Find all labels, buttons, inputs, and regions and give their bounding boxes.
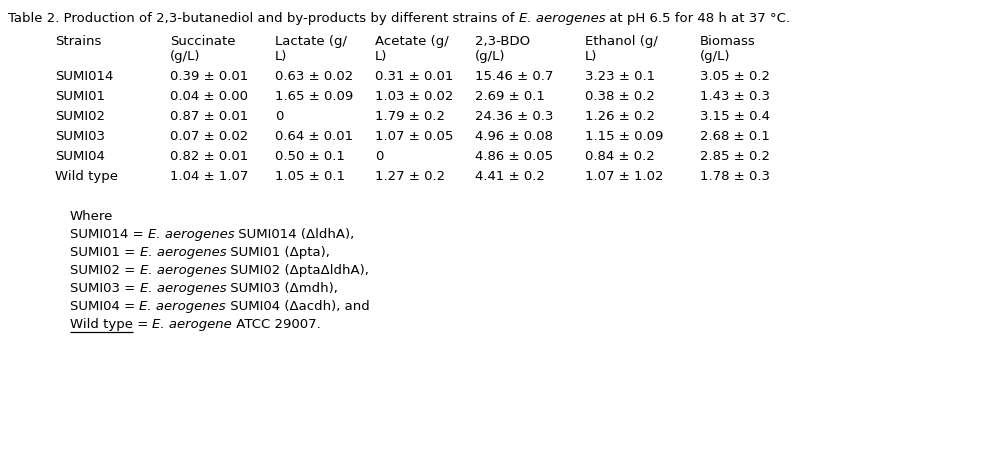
Text: 1.04 ± 1.07: 1.04 ± 1.07 [170,170,249,183]
Text: SUMI014 (ΔldhA),: SUMI014 (ΔldhA), [235,228,355,241]
Text: Wild type: Wild type [70,318,133,331]
Text: Strains: Strains [55,35,101,48]
Text: 1.07 ± 1.02: 1.07 ± 1.02 [585,170,663,183]
Text: SUMI014: SUMI014 [55,70,113,83]
Text: 1.79 ± 0.2: 1.79 ± 0.2 [375,110,445,123]
Text: 4.86 ± 0.05: 4.86 ± 0.05 [475,150,553,163]
Text: 1.78 ± 0.3: 1.78 ± 0.3 [700,170,770,183]
Text: E. aerogenes: E. aerogenes [518,12,605,25]
Text: Table 2. Production of 2,3-butanediol and by-products by different strains of: Table 2. Production of 2,3-butanediol an… [8,12,518,25]
Text: 2.85 ± 0.2: 2.85 ± 0.2 [700,150,770,163]
Text: 0.50 ± 0.1: 0.50 ± 0.1 [275,150,345,163]
Text: 0.38 ± 0.2: 0.38 ± 0.2 [585,90,655,103]
Text: 3.15 ± 0.4: 3.15 ± 0.4 [700,110,770,123]
Text: 1.03 ± 0.02: 1.03 ± 0.02 [375,90,454,103]
Text: SUMI02: SUMI02 [55,110,105,123]
Text: 1.43 ± 0.3: 1.43 ± 0.3 [700,90,770,103]
Text: 0: 0 [275,110,284,123]
Text: ATCC 29007.: ATCC 29007. [232,318,321,331]
Text: E. aerogenes: E. aerogenes [148,228,235,241]
Text: SUMI01 =: SUMI01 = [70,246,140,259]
Text: E. aerogenes: E. aerogenes [140,300,226,313]
Text: SUMI03 =: SUMI03 = [70,282,140,295]
Text: L): L) [375,50,388,63]
Text: E. aerogenes: E. aerogenes [140,264,226,277]
Text: SUMI02 =: SUMI02 = [70,264,140,277]
Text: SUMI014 =: SUMI014 = [70,228,148,241]
Text: =: = [133,318,153,331]
Text: 0.39 ± 0.01: 0.39 ± 0.01 [170,70,248,83]
Text: 0: 0 [375,150,384,163]
Text: Ethanol (g/: Ethanol (g/ [585,35,658,48]
Text: 3.05 ± 0.2: 3.05 ± 0.2 [700,70,770,83]
Text: E. aerogenes: E. aerogenes [140,282,226,295]
Text: 2,3-BDO: 2,3-BDO [475,35,530,48]
Text: 1.07 ± 0.05: 1.07 ± 0.05 [375,130,454,143]
Text: L): L) [585,50,597,63]
Text: 1.05 ± 0.1: 1.05 ± 0.1 [275,170,345,183]
Text: Wild type: Wild type [55,170,118,183]
Text: SUMI04 (Δacdh), and: SUMI04 (Δacdh), and [226,300,370,313]
Text: 1.65 ± 0.09: 1.65 ± 0.09 [275,90,354,103]
Text: SUMI04: SUMI04 [55,150,105,163]
Text: E. aerogenes: E. aerogenes [140,246,226,259]
Text: SUMI01: SUMI01 [55,90,105,103]
Text: 0.87 ± 0.01: 0.87 ± 0.01 [170,110,248,123]
Text: 24.36 ± 0.3: 24.36 ± 0.3 [475,110,553,123]
Text: at pH 6.5 for 48 h at 37 °C.: at pH 6.5 for 48 h at 37 °C. [605,12,790,25]
Text: 15.46 ± 0.7: 15.46 ± 0.7 [475,70,553,83]
Text: (g/L): (g/L) [170,50,201,63]
Text: 1.27 ± 0.2: 1.27 ± 0.2 [375,170,446,183]
Text: SUMI03 (Δmdh),: SUMI03 (Δmdh), [226,282,338,295]
Text: 0.82 ± 0.01: 0.82 ± 0.01 [170,150,248,163]
Text: 0.31 ± 0.01: 0.31 ± 0.01 [375,70,454,83]
Text: 0.07 ± 0.02: 0.07 ± 0.02 [170,130,248,143]
Text: 0.84 ± 0.2: 0.84 ± 0.2 [585,150,654,163]
Text: Biomass: Biomass [700,35,756,48]
Text: 4.96 ± 0.08: 4.96 ± 0.08 [475,130,553,143]
Text: Succinate: Succinate [170,35,236,48]
Text: L): L) [275,50,288,63]
Text: 2.69 ± 0.1: 2.69 ± 0.1 [475,90,544,103]
Text: SUMI03: SUMI03 [55,130,105,143]
Text: (g/L): (g/L) [700,50,730,63]
Text: SUMI04 =: SUMI04 = [70,300,140,313]
Text: 1.15 ± 0.09: 1.15 ± 0.09 [585,130,663,143]
Text: Where: Where [70,210,113,223]
Text: E. aerogene: E. aerogene [153,318,232,331]
Text: 0.64 ± 0.01: 0.64 ± 0.01 [275,130,353,143]
Text: Acetate (g/: Acetate (g/ [375,35,449,48]
Text: 0.63 ± 0.02: 0.63 ± 0.02 [275,70,354,83]
Text: 3.23 ± 0.1: 3.23 ± 0.1 [585,70,655,83]
Text: 4.41 ± 0.2: 4.41 ± 0.2 [475,170,544,183]
Text: 2.68 ± 0.1: 2.68 ± 0.1 [700,130,770,143]
Text: 0.04 ± 0.00: 0.04 ± 0.00 [170,90,248,103]
Text: Lactate (g/: Lactate (g/ [275,35,347,48]
Text: 1.26 ± 0.2: 1.26 ± 0.2 [585,110,655,123]
Text: (g/L): (g/L) [475,50,505,63]
Text: SUMI01 (Δpta),: SUMI01 (Δpta), [226,246,330,259]
Text: SUMI02 (ΔptaΔldhA),: SUMI02 (ΔptaΔldhA), [226,264,369,277]
